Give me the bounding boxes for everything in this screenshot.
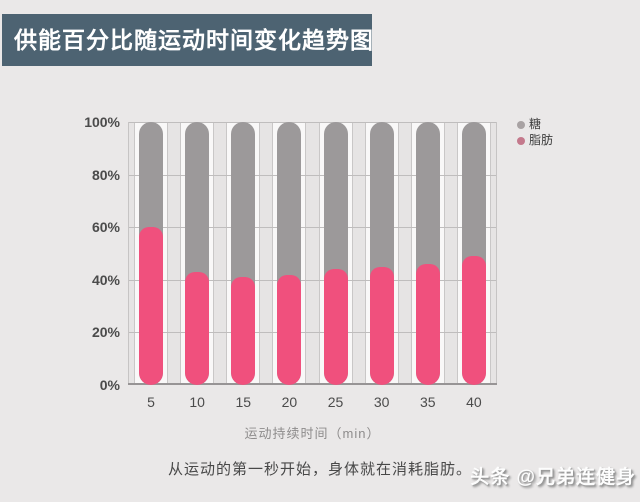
- y-tick-60pct: 60%: [91, 219, 120, 236]
- y-tick-20pct: 20%: [91, 324, 120, 341]
- x-tick-20: 20: [281, 394, 298, 410]
- bar-fat-segment: [231, 277, 256, 385]
- x-tick-10: 10: [189, 394, 205, 410]
- bar-fat-segment: [369, 266, 394, 385]
- bar-10-min: [185, 122, 210, 385]
- bar-25-min: [323, 122, 348, 385]
- watermark-text: 头条 @兄弟连健身: [470, 467, 636, 488]
- gridline: [128, 122, 497, 123]
- chart-title-banner: 供能百分比随运动时间变化趋势图: [2, 14, 374, 66]
- legend-item-脂肪: 脂肪: [517, 133, 553, 148]
- gridline: [128, 279, 497, 281]
- x-tick-5: 5: [147, 394, 155, 410]
- bar-15-min: [231, 122, 256, 385]
- legend-label: 糖: [529, 117, 542, 131]
- legend-label: 脂肪: [529, 133, 554, 147]
- bar-fat-segment: [461, 256, 486, 385]
- caption-text: 从运动的第一秒开始，身体就在消耗脂肪。: [167, 461, 472, 478]
- chart-legend: 糖脂肪: [517, 117, 553, 149]
- bar-30-min: [369, 122, 394, 385]
- bar-fat-segment: [323, 269, 348, 385]
- y-tick-40pct: 40%: [91, 271, 120, 288]
- bar-fat-segment: [415, 264, 440, 385]
- plot-right-border: [496, 122, 497, 385]
- gridline: [128, 332, 497, 334]
- bar-5-min: [139, 122, 164, 385]
- x-tick-25: 25: [327, 394, 344, 410]
- x-tick-15: 15: [235, 394, 252, 410]
- x-tick-40: 40: [466, 394, 482, 410]
- gridline: [128, 227, 497, 229]
- plot-area: [128, 122, 497, 385]
- x-tick-30: 30: [373, 394, 390, 410]
- legend-dot-icon: [517, 120, 525, 129]
- bar-fat-segment: [277, 274, 302, 385]
- y-tick-0pct: 0%: [99, 377, 120, 393]
- plot-left-border: [128, 122, 129, 385]
- bar-35-min: [415, 122, 440, 385]
- gridline: [128, 174, 497, 176]
- bar-20-min: [277, 122, 302, 385]
- bar-fat-segment: [185, 271, 210, 385]
- bar-fat-segment: [139, 227, 164, 385]
- legend-item-糖: 糖: [517, 117, 553, 132]
- y-tick-80pct: 80%: [91, 166, 120, 183]
- bar-40-min: [461, 122, 486, 385]
- x-tick-35: 35: [420, 394, 436, 410]
- chart-title: 供能百分比随运动时间变化趋势图: [14, 27, 374, 53]
- x-axis-title: 运动持续时间（min）: [244, 426, 381, 441]
- x-axis-line: [128, 383, 497, 385]
- y-tick-100pct: 100%: [84, 114, 120, 130]
- legend-dot-icon: [517, 136, 525, 145]
